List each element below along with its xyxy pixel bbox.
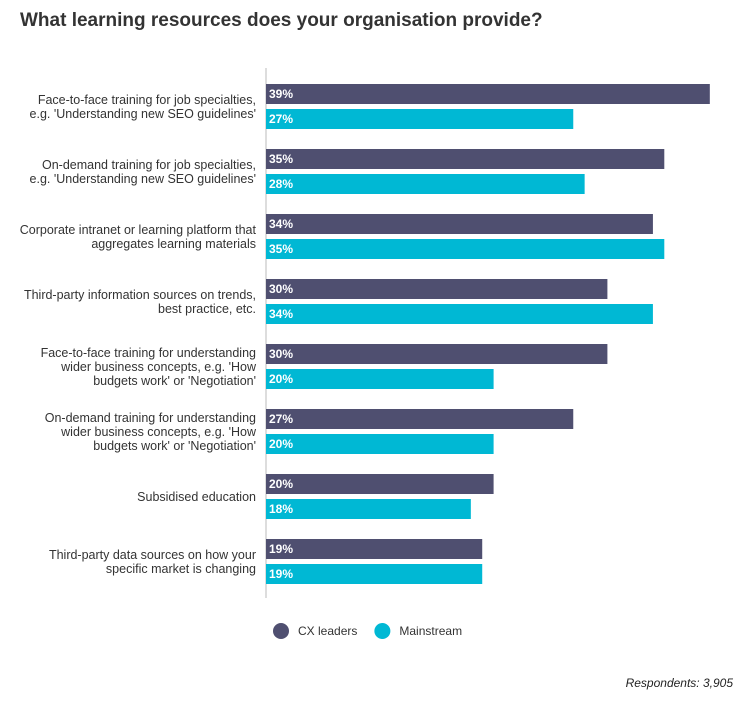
chart-title: What learning resources does your organi… — [20, 10, 543, 31]
bar — [266, 539, 483, 559]
category-label: On-demand training for job specialties, … — [29, 157, 256, 186]
value-label: 34% — [269, 217, 293, 231]
bar — [266, 279, 608, 299]
bar — [266, 344, 608, 364]
bar — [266, 304, 653, 324]
category-label: Face-to-face training for job specialtie… — [29, 92, 256, 121]
value-label: 28% — [269, 177, 293, 191]
category-label: Third-party data sources on how your spe… — [48, 547, 256, 576]
footnote: Respondents: 3,905 — [625, 676, 733, 690]
category-label: Third-party information sources on trend… — [23, 287, 256, 316]
bar — [266, 434, 494, 454]
bar — [266, 109, 574, 129]
legend-swatch — [374, 623, 391, 639]
value-label: 30% — [269, 347, 293, 361]
bar — [266, 474, 494, 494]
value-label: 20% — [269, 437, 293, 451]
value-label: 20% — [269, 477, 293, 491]
bar — [266, 239, 665, 259]
bar — [266, 149, 665, 169]
value-label: 35% — [269, 242, 293, 256]
value-label: 19% — [269, 567, 293, 581]
bar — [266, 214, 653, 234]
value-label: 35% — [269, 152, 293, 166]
bar — [266, 564, 483, 584]
value-label: 39% — [269, 87, 293, 101]
bar — [266, 409, 574, 429]
category-label: Subsidised education — [137, 489, 256, 504]
value-label: 18% — [269, 502, 293, 516]
value-label: 27% — [269, 112, 293, 126]
value-label: 20% — [269, 372, 293, 386]
bar — [266, 499, 471, 519]
value-label: 34% — [269, 307, 293, 321]
bar — [266, 174, 585, 194]
bar — [266, 369, 494, 389]
category-label: Corporate intranet or learning platform … — [19, 222, 256, 251]
legend-swatch — [273, 623, 289, 639]
legend-label: CX leaders — [298, 624, 357, 638]
legend-label: Mainstream — [399, 624, 462, 638]
value-label: 27% — [269, 412, 293, 426]
category-label: Face-to-face training for understanding … — [40, 345, 256, 388]
value-label: 19% — [269, 542, 293, 556]
bar — [266, 84, 710, 104]
category-label: On-demand training for understanding wid… — [44, 410, 256, 453]
value-label: 30% — [269, 282, 293, 296]
